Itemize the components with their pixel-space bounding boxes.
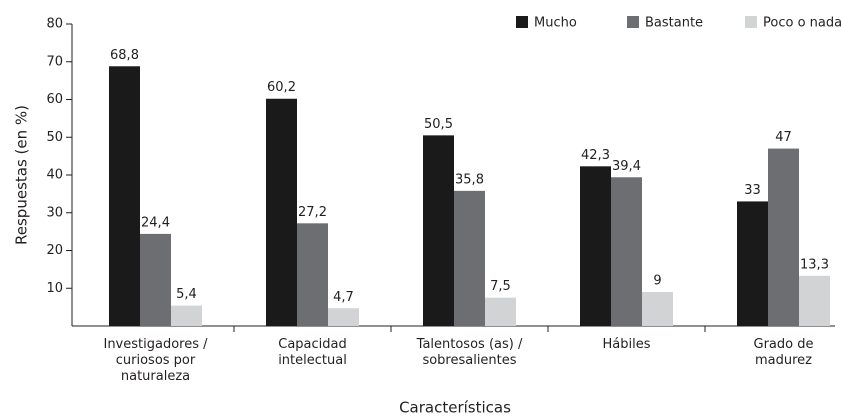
x-tick-label: Talentosos (as) / sobresalientes	[416, 337, 523, 368]
value-label: 35,8	[455, 172, 484, 187]
bar	[768, 148, 799, 326]
bar	[454, 190, 485, 326]
bar	[328, 308, 359, 326]
x-axis-title: Características	[399, 399, 511, 417]
x-tick-label: Investigadores / curiosos por naturaleza	[103, 337, 208, 384]
value-label: 4,7	[333, 290, 354, 305]
value-label: 39,4	[612, 159, 641, 174]
bar	[611, 177, 642, 326]
bar	[642, 292, 673, 326]
bar	[737, 201, 768, 326]
value-label: 24,4	[141, 215, 170, 230]
legend-swatch	[516, 16, 528, 28]
y-axis-title: Respuestas (en %)	[13, 105, 31, 245]
y-tick-label: 50	[46, 130, 63, 145]
legend-label: Bastante	[645, 16, 703, 31]
x-tick-label-line: Capacidad	[278, 337, 347, 352]
value-label: 60,2	[267, 80, 296, 95]
bar	[423, 135, 454, 326]
y-tick-label: 20	[46, 243, 63, 258]
legend-swatch	[627, 16, 639, 28]
y-tick-label: 10	[46, 281, 63, 296]
value-label: 27,2	[298, 205, 327, 220]
x-tick-label-line: Hábiles	[603, 337, 651, 352]
bar	[485, 297, 516, 326]
value-label: 13,3	[800, 257, 829, 272]
x-tick-label-line: sobresalientes	[422, 353, 516, 368]
bar	[266, 98, 297, 327]
y-tick-label: 30	[46, 205, 63, 220]
y-tick-label: 40	[46, 168, 63, 183]
x-tick-label-line: Investigadores /	[103, 337, 208, 352]
x-tick-label-line: intelectual	[278, 353, 347, 368]
legend-swatch	[745, 16, 757, 28]
value-label: 5,4	[176, 287, 197, 302]
bar	[109, 66, 140, 326]
value-label: 68,8	[110, 48, 139, 63]
value-label: 50,5	[424, 117, 453, 132]
x-tick-label-line: Grado de	[754, 337, 814, 352]
x-tick-label-line: naturaleza	[121, 369, 190, 384]
x-tick-label: Hábiles	[603, 337, 651, 352]
value-label: 42,3	[581, 148, 610, 163]
value-label: 47	[775, 130, 792, 145]
y-tick-label: 80	[46, 17, 63, 32]
value-label: 33	[744, 183, 761, 198]
y-tick-label: 70	[46, 54, 63, 69]
bar	[799, 275, 830, 326]
bar	[297, 223, 328, 326]
legend-label: Mucho	[534, 16, 577, 31]
x-tick-label: Grado de madurez	[754, 337, 814, 368]
value-label: 7,5	[490, 279, 511, 294]
x-tick-label-line: madurez	[755, 353, 812, 368]
x-tick-label-line: Talentosos (as) /	[416, 337, 523, 352]
legend-label: Poco o nada	[763, 16, 841, 31]
value-label: 9	[653, 274, 661, 289]
bar	[140, 233, 171, 326]
x-tick-label-line: curiosos por	[116, 353, 196, 368]
bar	[171, 305, 202, 326]
bar	[580, 166, 611, 326]
y-tick-label: 60	[46, 92, 63, 107]
x-tick-label: Capacidad intelectual	[278, 337, 347, 368]
